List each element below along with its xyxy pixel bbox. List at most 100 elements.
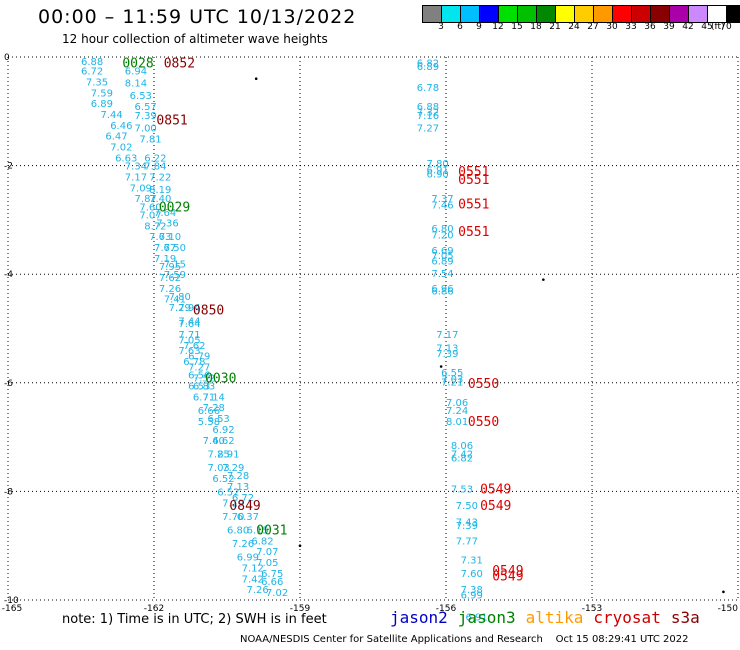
wave-height-label: 7.10: [159, 232, 181, 243]
color-scale-unit: (ft): [711, 22, 725, 32]
wave-height-label: 7.26: [246, 585, 268, 596]
pass-label: 0551: [458, 225, 489, 240]
wave-height-label: 7.40: [149, 194, 171, 205]
map-subtitle: 12 hour collection of altimeter wave hei…: [62, 32, 328, 46]
wave-height-label: 7.13: [227, 482, 249, 493]
wave-height-label: 6.80: [227, 525, 249, 536]
wave-height-label: 7.52: [193, 373, 215, 384]
pass-label: 0549: [492, 564, 523, 579]
wave-height-label: 6.53: [188, 382, 210, 393]
wave-height-label: 6.94: [125, 67, 147, 78]
wave-height-label: 6.22: [144, 153, 166, 164]
pass-label: 0851: [156, 113, 187, 128]
wave-height-label: 7.12: [242, 563, 264, 574]
wave-height-label: 7.62: [183, 341, 205, 352]
wave-height-label: 7.27: [417, 124, 439, 135]
color-scale-label: 9: [476, 22, 482, 32]
wave-height-label: 7.22: [149, 172, 171, 183]
y-tick-label: -2: [4, 162, 13, 172]
color-scale-label: 6: [457, 22, 463, 32]
island-marker: [542, 278, 545, 281]
wave-height-label: 7.42: [451, 449, 473, 460]
wave-height-label: 6.91: [465, 612, 487, 623]
wave-height-label: 6.72: [81, 67, 103, 78]
y-tick-label: 0: [4, 53, 10, 63]
color-swatch: [651, 6, 670, 22]
wave-height-label: 7.62: [159, 273, 181, 284]
wave-height-label: 6.99: [461, 591, 483, 602]
wave-height-label: 7.17: [125, 172, 147, 183]
wave-height-label: 7.77: [456, 536, 478, 547]
wave-height-label: 7.80: [169, 292, 191, 303]
color-swatch: [594, 6, 613, 22]
wave-height-label: 6.63: [115, 153, 137, 164]
color-swatch: [499, 6, 518, 22]
wave-height-label: 7.44: [100, 110, 122, 121]
wave-height-label: 7.64: [154, 208, 176, 219]
wave-height-label: 7.71: [178, 330, 200, 341]
wave-height-label: 7.46: [431, 201, 453, 212]
wave-height-label: 7.59: [91, 88, 113, 99]
wave-height-label: 6.99: [237, 553, 259, 564]
wave-height-label: 7.07: [256, 547, 278, 558]
wave-height-label: 6.88: [417, 102, 439, 113]
wave-height-label: 7.19: [222, 498, 244, 509]
wave-height-label: 6.89: [417, 62, 439, 73]
wave-height-label: 7.07: [139, 210, 161, 221]
color-scale-label: 36: [644, 22, 656, 32]
pass-label: 0852: [164, 56, 195, 71]
wave-height-label: 7.17: [436, 330, 458, 341]
color-swatch: [461, 6, 480, 22]
pass-label: 0850: [193, 303, 224, 318]
color-swatch: [518, 6, 537, 22]
wave-height-label: 6.69: [431, 246, 453, 257]
y-tick-label: -6: [4, 379, 13, 389]
color-scale-label: 39: [663, 22, 675, 32]
pass-label: 0028: [122, 56, 153, 71]
wave-height-label: 7.26: [232, 539, 254, 550]
island-marker: [722, 590, 725, 594]
x-tick-label: -156: [436, 604, 457, 614]
wave-height-label: 6.86: [431, 286, 453, 297]
pass-label: 0029: [159, 200, 190, 215]
color-scale-label: 27: [587, 22, 599, 32]
color-scale-labels: 3 6 9 12 15 18 21 24 27 30 33 36 39 42 45 70: [422, 22, 740, 34]
wave-height-label: 7.80: [427, 159, 449, 170]
wave-height-label: 7.94: [178, 303, 200, 314]
wave-height-label: 6.79: [188, 352, 210, 363]
color-swatch: [556, 6, 575, 22]
wave-height-label: 7.03: [441, 374, 463, 385]
wave-height-label: 7.36: [156, 219, 178, 230]
wave-height-label: 7.63: [178, 346, 200, 357]
wave-height-label: 7.19: [154, 254, 176, 265]
wave-height-label: 7.40: [203, 436, 225, 447]
wave-height-label: 8.06: [451, 441, 473, 452]
wave-height-label: 7.41: [164, 295, 186, 306]
wave-height-label: 6.47: [105, 132, 127, 143]
wave-height-label: 8.91: [217, 449, 239, 460]
wave-height-label: 6.52: [217, 487, 239, 498]
pass-label: 0550: [468, 415, 499, 430]
wave-height-label: 7.60: [461, 569, 483, 580]
wave-height-label: 7.29: [222, 463, 244, 474]
wave-height-label: 7.02: [266, 588, 288, 599]
color-scale-label: 3: [438, 22, 444, 32]
wave-height-label: 6.53: [130, 91, 152, 102]
axis-ticks: -165 -162 -159 -156 -153 -150 0 -2 -4 -6 -8 -10: [2, 53, 738, 614]
color-scale-label: 15: [511, 22, 523, 32]
wave-height-label: 7.14: [203, 392, 225, 403]
color-swatch: [632, 6, 651, 22]
wave-height-label: 7.09: [130, 183, 152, 194]
wave-height-labels: 6.886.72 6.947.35 8.147.59 6.536.89 6.577.44…: [81, 57, 488, 623]
wave-height-label: 7.39: [456, 521, 478, 532]
wave-height-label: 8.72: [144, 221, 166, 232]
legend-entry: altika: [525, 608, 584, 627]
wave-height-label: 7.59: [164, 270, 186, 281]
wave-height-label: 6.78: [417, 83, 439, 94]
island-marker: [254, 77, 258, 81]
x-tick-label: -159: [290, 604, 311, 614]
wave-height-label: 7.95: [159, 262, 181, 273]
wave-height-label: 7.32: [417, 107, 439, 118]
wave-height-label: 6.62: [212, 436, 234, 447]
color-scale-label: 70: [720, 22, 732, 32]
